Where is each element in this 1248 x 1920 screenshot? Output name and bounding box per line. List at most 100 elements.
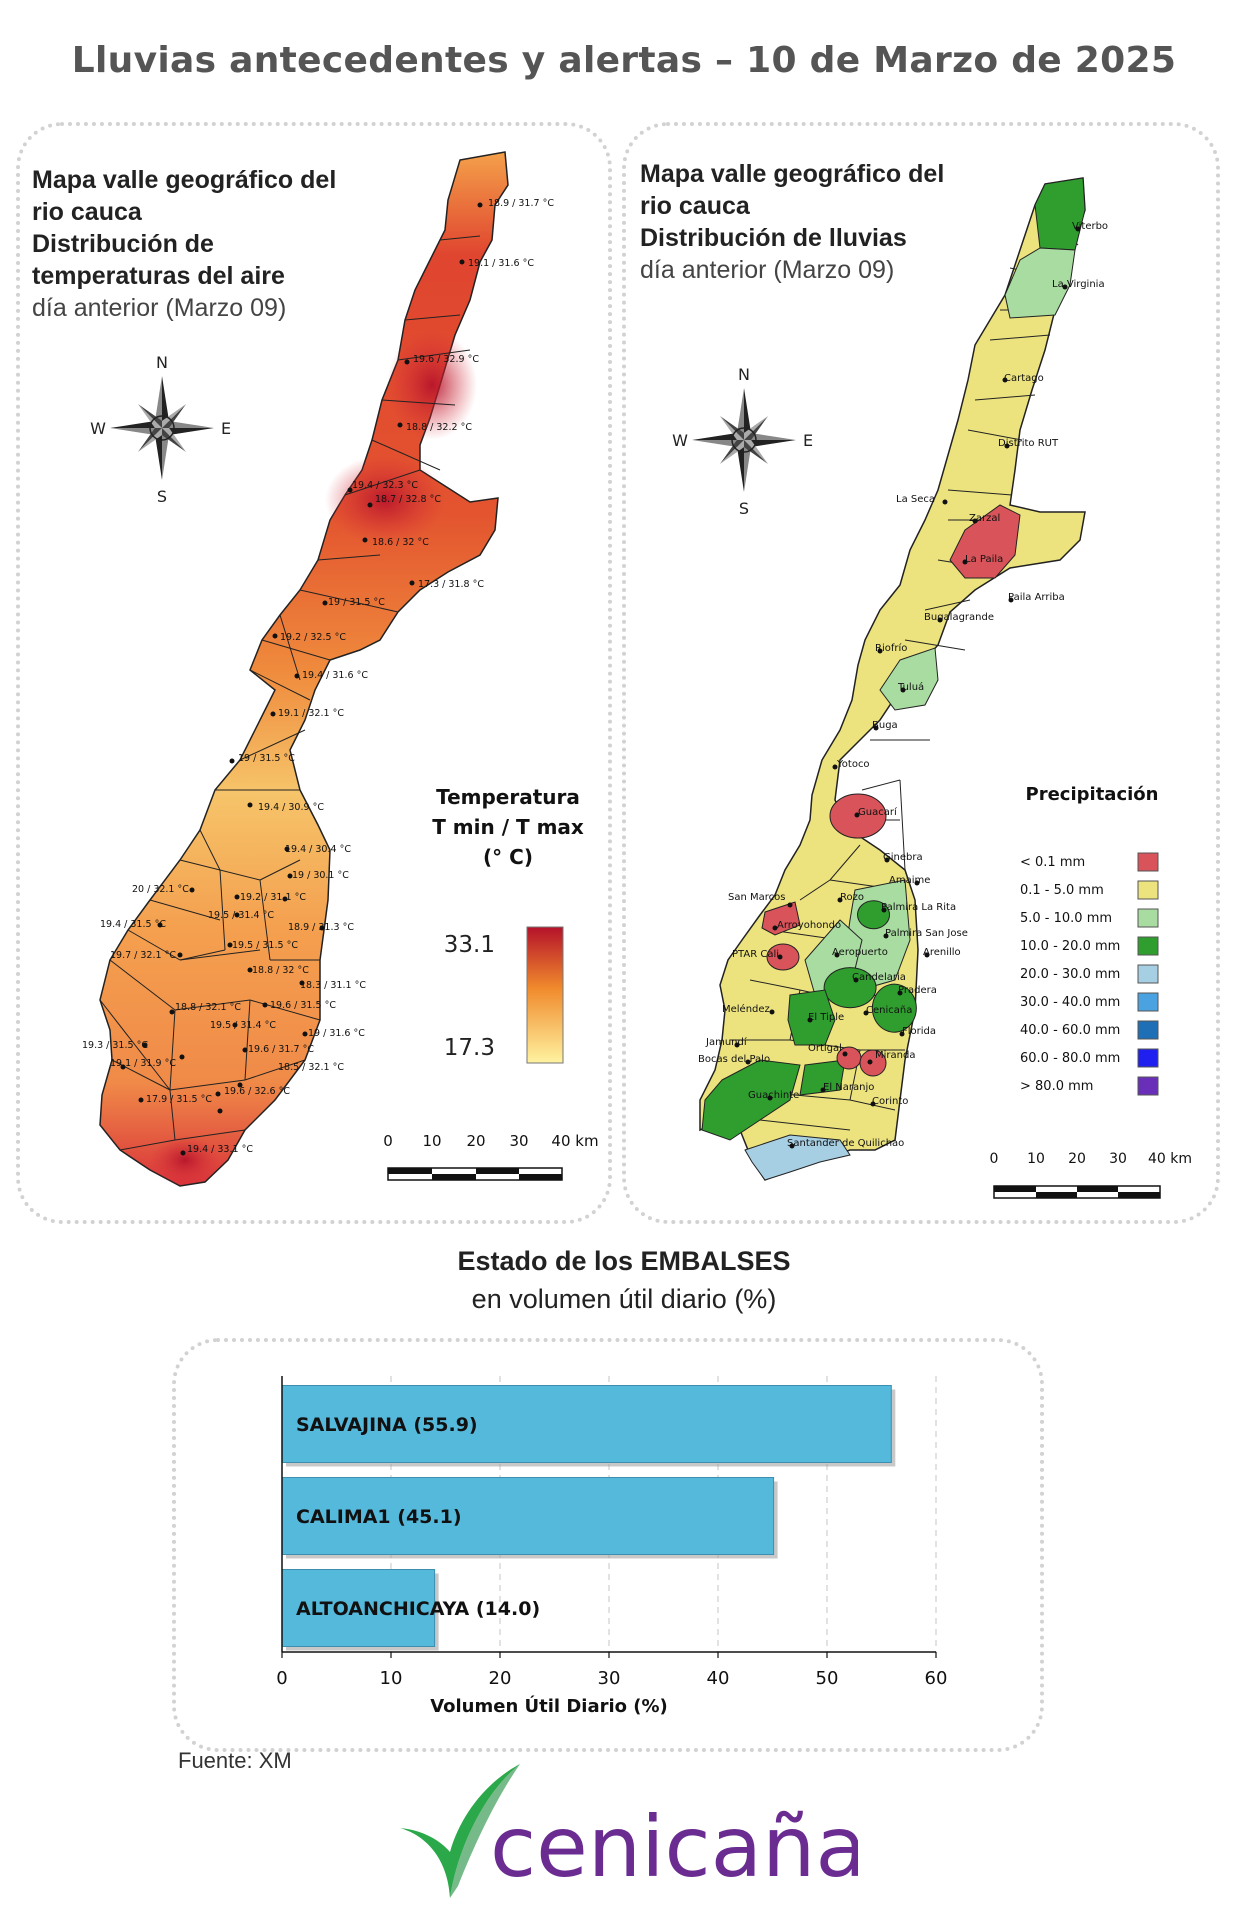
svg-text:N: N [738,365,750,384]
svg-text:El Tiple: El Tiple [808,1012,844,1023]
svg-text:10: 10 [422,1132,441,1150]
temp-station-label: 18.7 / 32.8 °C [375,494,441,505]
bar-label: CALIMA1 (45.1) [296,1506,462,1528]
temp-station-label: 19 / 31.5 °C [328,597,385,608]
precipitation-legend: Precipitación < 0.1 mm 0.1 - 5.0 mm 5.0 … [1020,784,1159,1096]
svg-text:5.0 - 10.0 mm: 5.0 - 10.0 mm [1020,911,1112,926]
svg-text:Guacarí: Guacarí [858,806,898,818]
temp-station-label: 19.4 / 31.6 °C [302,670,368,681]
svg-text:Tuluá: Tuluá [897,681,924,693]
x-tick-label: 0 [276,1668,287,1689]
cenicana-logo: cenicaña [400,1764,858,1898]
svg-text:> 80.0 mm: > 80.0 mm [1020,1079,1093,1094]
bar [281,1569,436,1647]
rain-zone-10-20 [857,900,890,930]
compass-rose: N S E W [672,365,813,518]
svg-text:Aeropuerto: Aeropuerto [832,947,888,958]
temp-station-label: 17.3 / 31.8 °C [418,579,484,590]
svg-text:0: 0 [990,1151,999,1167]
temperature-map: 18.9 / 31.7 °C 19.1 / 31.6 °C 19.6 / 32.… [82,151,599,1187]
temp-station-label: 18.8 / 32 °C [252,965,309,976]
rain-zone-lt-0.1 [949,504,1021,579]
temp-station-label: 19 / 30.1 °C [292,870,349,881]
temp-station-label: 18.8 / 32.1 °C [175,1002,241,1013]
svg-text:Riofrío: Riofrío [875,642,907,654]
temp-station-label: 18.3 / 31.1 °C [300,980,366,991]
svg-text:Florida: Florida [902,1026,936,1037]
svg-text:Amaime: Amaime [889,875,930,886]
rain-zone-10-20 [787,989,836,1046]
svg-text:Bocas del Palo: Bocas del Palo [698,1054,770,1065]
x-axis-label: Volumen Útil Diario (%) [430,1695,668,1717]
svg-text:Meléndez: Meléndez [722,1003,770,1015]
compass-w: W [90,419,106,438]
compass-n: N [156,353,168,372]
temp-station-label: 19.4 / 32.3 °C [352,480,418,491]
svg-text:Corinto: Corinto [872,1096,908,1107]
svg-text:W: W [672,431,688,450]
svg-text:Arenillo: Arenillo [923,947,961,958]
svg-text:Santander de Quilichao: Santander de Quilichao [787,1138,904,1149]
rain-zone-lt-0.1 [859,1049,887,1077]
temp-station-label: 19.2 / 32.5 °C [280,632,346,643]
svg-text:La Paila: La Paila [965,554,1003,565]
svg-text:40 km: 40 km [551,1132,598,1150]
reservoirs-chart: SALVAJINA (55.9) CALIMA1 (45.1) ALTOANCHIC… [276,1376,948,1717]
temp-station-label: 19.6 / 32.6 °C [224,1086,290,1097]
temp-station-label: 19.1 / 31.9 °C [110,1058,176,1069]
temp-station-label: 19.5 / 31.4 °C [208,910,274,921]
reservoirs-panel [172,1338,1044,1752]
temperature-legend-title: Temperatura T min / T max (° C) [432,785,584,869]
x-tick-label: 60 [925,1668,948,1689]
svg-text:30: 30 [509,1132,528,1150]
rain-zone-5-10 [879,647,939,711]
temp-station-label: 19.5 / 31.4 °C [210,1020,276,1031]
temp-station-label: 18.6 / 32 °C [372,537,429,548]
svg-text:San Marcos: San Marcos [728,892,785,903]
temp-station-label: 19.3 / 31.5 °C [82,1040,148,1051]
svg-text:Ortigal: Ortigal [808,1043,842,1054]
svg-text:20: 20 [1068,1151,1086,1167]
source-note: Fuente: XM [178,1748,292,1773]
rain-panel [622,122,1220,1224]
compass-s: S [157,487,167,506]
svg-text:< 0.1 mm: < 0.1 mm [1020,855,1085,870]
temp-station-label: 18.9 / 31.3 °C [288,922,354,933]
temp-station-label: 19.6 / 31.7 °C [248,1044,314,1055]
rain-zone-20-30 [744,1134,851,1181]
temperature-station-labels: 18.9 / 31.7 °C 19.1 / 31.6 °C 19.6 / 32.… [82,198,554,1155]
x-tick-label: 50 [816,1668,839,1689]
svg-text:S: S [739,499,749,518]
bar [281,1477,775,1555]
page-title: Lluvias antecedentes y alertas – 10 de M… [71,40,1177,81]
x-tick-label: 10 [380,1668,403,1689]
svg-text:Rozo: Rozo [840,892,864,903]
temperature-panel-title: Mapa valle geográfico del rio cauca Dist… [32,166,337,322]
temp-station-label: 18.8 / 32.2 °C [406,422,472,433]
bar-label: ALTOANCHICAYA (14.0) [296,1598,540,1620]
svg-text:Guachinte: Guachinte [748,1090,799,1101]
legend-min: 17.3 [444,1035,495,1061]
temperature-panel [16,122,612,1224]
temp-station-label: 19.5 / 31.5 °C [232,940,298,951]
x-tick-label: 40 [707,1668,730,1689]
svg-text:Cartago: Cartago [1004,373,1044,384]
svg-text:E: E [803,431,813,450]
rain-map: Viterbo La Virginia Cartago Distrito RUT… [672,177,1192,1199]
temp-station-label: 18.5 / 32.1 °C [278,1062,344,1073]
temp-station-label: 19.4 / 31.5 °C [100,919,166,930]
rain-zone-lt-0.1 [766,943,800,971]
svg-text:Paila Arriba: Paila Arriba [1008,592,1065,603]
svg-text:Palmira La Rita: Palmira La Rita [881,902,956,913]
temp-station-label: 19.2 / 31.1 °C [240,892,306,903]
logo-text: cenicaña [490,1798,858,1896]
temp-station-label: 19.4 / 30.4 °C [285,844,351,855]
svg-text:10: 10 [1027,1151,1045,1167]
temp-station-label: 19.6 / 32.9 °C [413,354,479,365]
temperature-stations [120,202,483,1156]
svg-text:Bugalagrande: Bugalagrande [924,612,994,623]
temp-station-label: 19.4 / 30.9 °C [258,802,324,813]
temp-station-label: 19 / 31.5 °C [238,753,295,764]
svg-text:Yotoco: Yotoco [836,759,870,770]
svg-text:Arroyohondo: Arroyohondo [777,920,841,931]
